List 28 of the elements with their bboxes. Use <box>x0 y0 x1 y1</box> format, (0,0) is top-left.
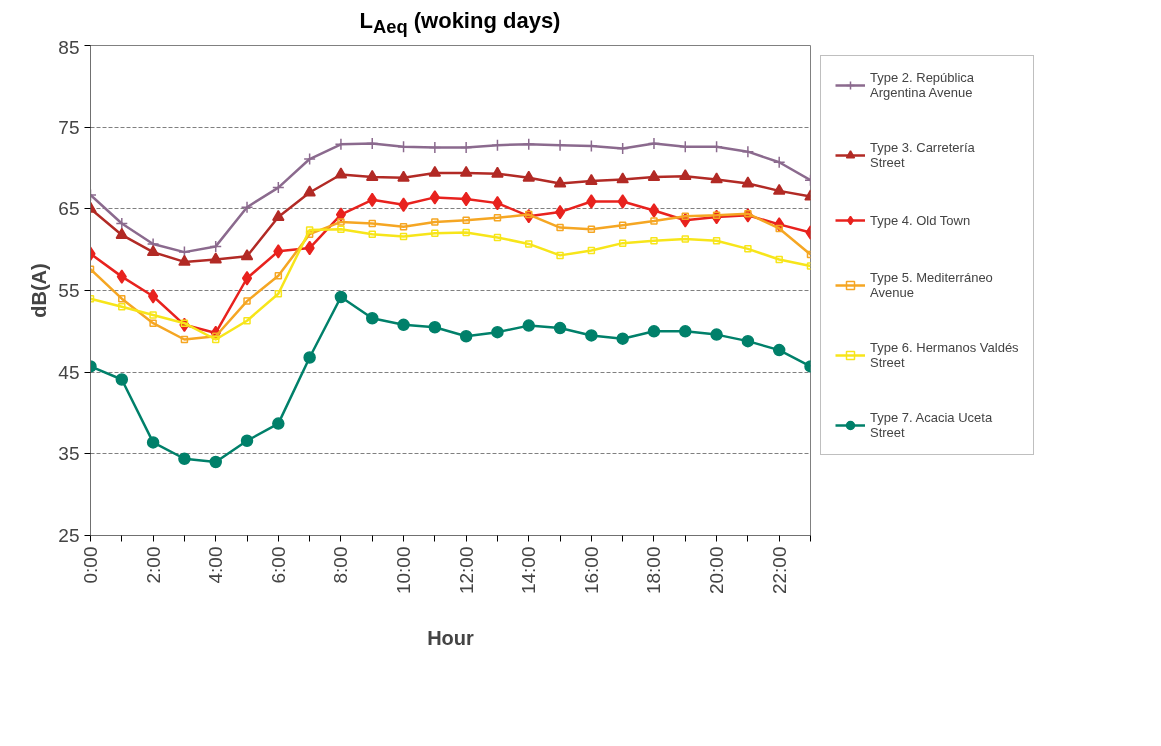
x-tick-label: 20:00 <box>706 546 728 595</box>
x-tick-label: 14:00 <box>518 546 540 595</box>
y-tick-label: 85 <box>58 36 80 58</box>
y-tick-label: 75 <box>58 116 80 138</box>
y-tick-label: 65 <box>58 198 80 220</box>
y-tick-label: 55 <box>58 280 80 301</box>
y-axis-title: dB(A) <box>28 263 51 318</box>
x-axis-title: Hour <box>427 627 475 650</box>
legend-label: Type 5. Mediterráneo Avenue <box>870 270 993 300</box>
x-tick-label: 2:00 <box>142 546 164 584</box>
x-tick-label: 18:00 <box>643 546 665 595</box>
x-tick-label: 22:00 <box>768 546 790 595</box>
y-tick-label: 25 <box>58 525 80 546</box>
x-tick-label: 0:00 <box>80 546 101 584</box>
y-tick-label: 45 <box>58 361 80 383</box>
x-tick-label: 16:00 <box>580 546 602 595</box>
legend-label: Type 2. República Argentina Avenue <box>870 70 975 100</box>
x-tick-label: 4:00 <box>205 546 227 584</box>
chart-title: L$_{Aeq}$ (woking days) <box>359 7 561 40</box>
legend-label: Type 6. Hermanos Valdés Street <box>870 340 1019 370</box>
x-tick-label: 6:00 <box>267 546 289 584</box>
x-tick-label: 12:00 <box>455 546 477 595</box>
x-tick-label: 10:00 <box>393 546 415 595</box>
legend-label: Type 4. Old Town <box>870 212 971 228</box>
y-tick-label: 35 <box>58 443 80 465</box>
x-tick-label: 8:00 <box>330 546 352 584</box>
legend-label: Type 3. Carretería Street <box>870 140 975 170</box>
legend-label: Type 7. Acacia Uceta Street <box>870 410 993 440</box>
